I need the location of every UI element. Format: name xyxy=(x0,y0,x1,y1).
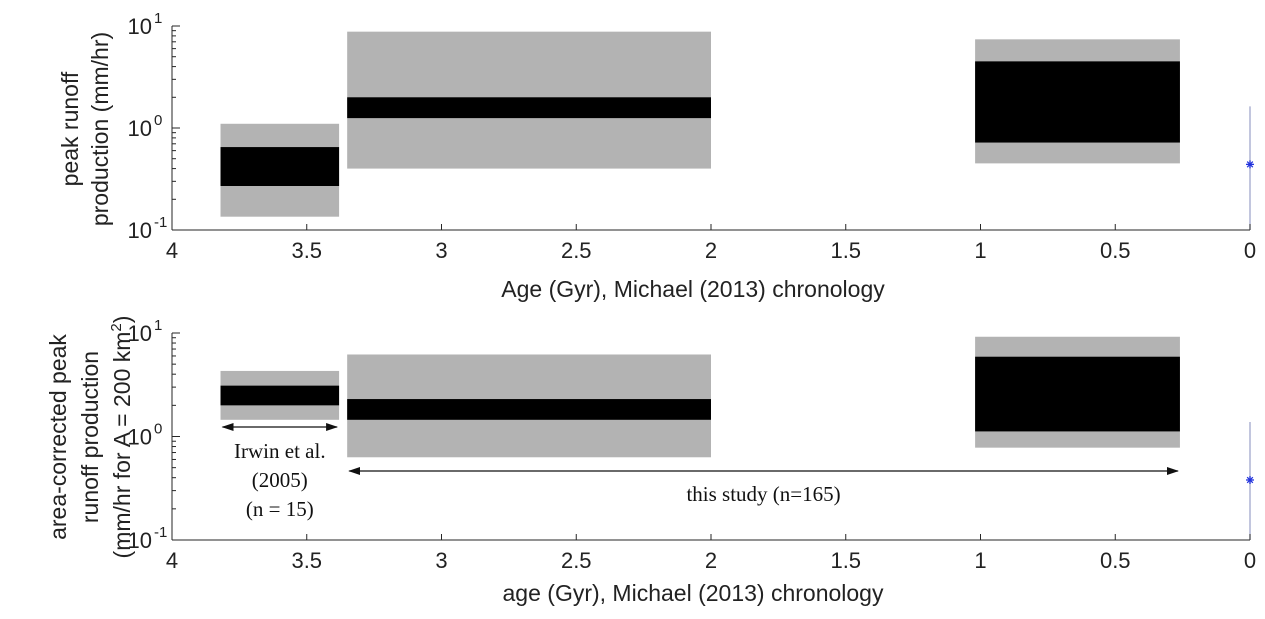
y-tick-label: 10 xyxy=(128,425,152,450)
y-tick-exponent: 1 xyxy=(154,317,162,334)
x-tick-label: 0 xyxy=(1244,238,1256,263)
x-tick-label: 3.5 xyxy=(291,548,322,573)
x-tick-label: 4 xyxy=(166,548,178,573)
x-tick-label: 3.5 xyxy=(291,238,322,263)
x-tick-label: 4 xyxy=(166,238,178,263)
x-tick-label: 0.5 xyxy=(1100,238,1131,263)
x-tick-label: 1 xyxy=(974,548,986,573)
x-tick-label: 3 xyxy=(435,238,447,263)
x-axis-title: Age (Gyr), Michael (2013) chronology xyxy=(501,276,885,302)
x-tick-label: 2 xyxy=(705,548,717,573)
y-axis-title-line: area-corrected peak xyxy=(45,334,71,540)
x-tick-label: 0.5 xyxy=(1100,548,1131,573)
x-tick-label: 2.5 xyxy=(561,548,592,573)
inner-range-box-2 xyxy=(347,97,711,119)
y-tick-exponent: -1 xyxy=(154,214,167,231)
y-axis-title: peak runoff production (mm/hr) xyxy=(57,32,113,226)
x-tick-label: 1.5 xyxy=(830,548,861,573)
y-tick-label: 10 xyxy=(128,528,152,553)
y-tick-label: 10 xyxy=(128,321,152,346)
irwin-n-label: (n = 15) xyxy=(246,497,314,521)
x-axis-title: age (Gyr), Michael (2013) chronology xyxy=(503,580,884,606)
x-tick-label: 0 xyxy=(1244,548,1256,573)
x-tick-label: 1 xyxy=(974,238,986,263)
data-marker xyxy=(1246,475,1254,484)
y-tick-exponent: 0 xyxy=(154,112,162,129)
inner-range-box-3 xyxy=(975,356,1180,432)
x-tick-label: 2.5 xyxy=(561,238,592,263)
data-marker xyxy=(1246,160,1254,169)
x-tick-label: 1.5 xyxy=(830,238,861,263)
this-study-label: this study (n=165) xyxy=(686,482,840,506)
x-tick-label: 3 xyxy=(435,548,447,573)
y-tick-exponent: -1 xyxy=(154,524,167,541)
irwin-label-line: Irwin et al. xyxy=(234,439,326,463)
x-tick-label: 2 xyxy=(705,238,717,263)
y-tick-label: 10 xyxy=(128,218,152,243)
y-axis-title-line: production (mm/hr) xyxy=(87,32,113,226)
y-tick-exponent: 1 xyxy=(154,10,162,27)
inner-range-box-1 xyxy=(220,147,340,187)
irwin-label-line: (2005) xyxy=(252,468,308,492)
y-tick-label: 10 xyxy=(128,14,152,39)
y-axis-title: area-corrected peak runoff production (mm/… xyxy=(45,316,135,559)
inner-range-box-2 xyxy=(347,399,711,420)
y-axis-title-line: (mm/hr for A = 200 km2) xyxy=(108,316,135,559)
inner-range-box-1 xyxy=(220,385,340,406)
y-tick-exponent: 0 xyxy=(154,421,162,438)
inner-range-box-3 xyxy=(975,61,1180,143)
y-tick-label: 10 xyxy=(128,116,152,141)
y-axis-title-line: runoff production xyxy=(77,351,103,523)
y-axis-title-line: peak runoff xyxy=(57,71,83,186)
